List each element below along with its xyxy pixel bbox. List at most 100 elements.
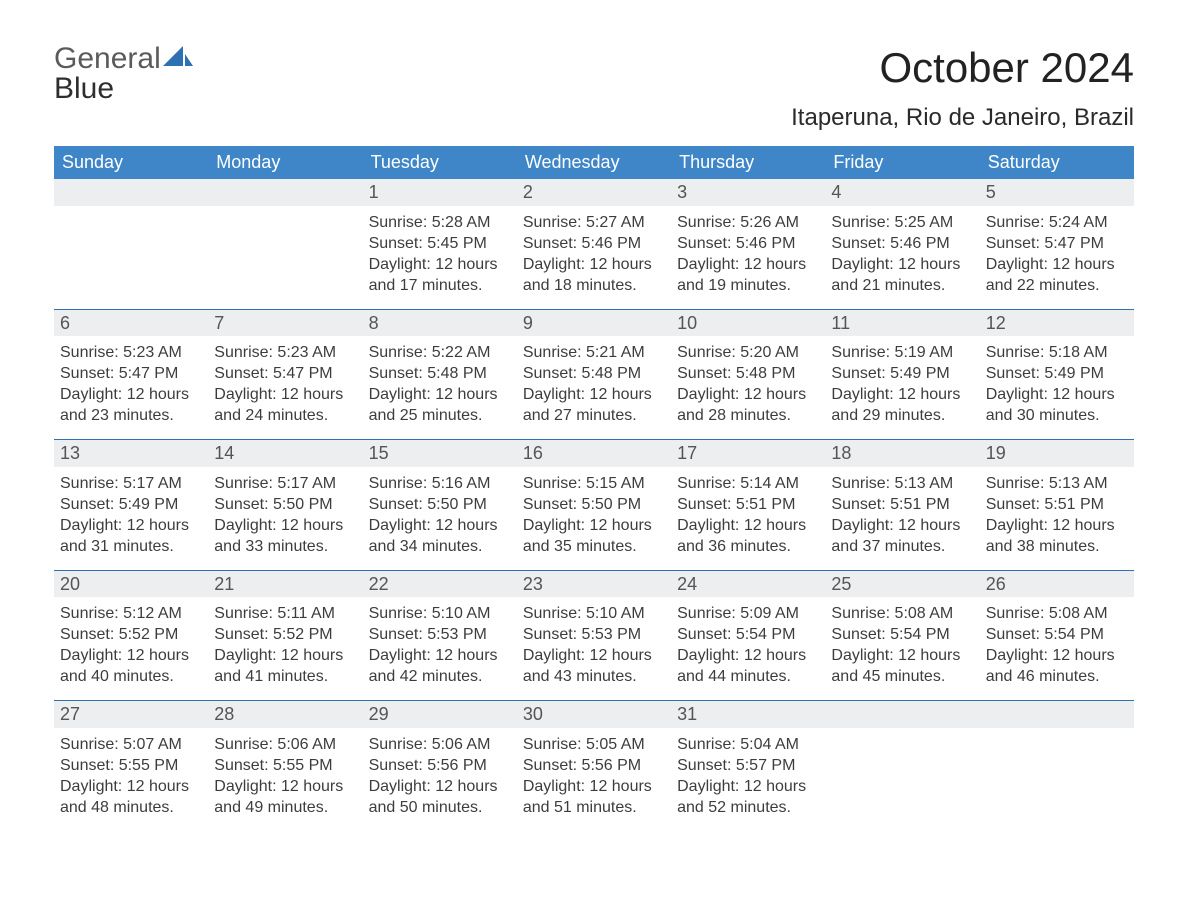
sunrise-text: Sunrise: 5:08 AM <box>986 603 1128 624</box>
calendar-page: General Blue October 2024 Itaperuna, Rio… <box>0 0 1188 918</box>
daylight-text: Daylight: 12 hours and 25 minutes. <box>369 384 511 426</box>
daylight-text: Daylight: 12 hours and 27 minutes. <box>523 384 665 426</box>
cell-body: Sunrise: 5:06 AMSunset: 5:56 PMDaylight:… <box>363 728 517 826</box>
cell-body: Sunrise: 5:10 AMSunset: 5:53 PMDaylight:… <box>363 597 517 695</box>
sunset-text: Sunset: 5:53 PM <box>523 624 665 645</box>
sunrise-text: Sunrise: 5:16 AM <box>369 473 511 494</box>
calendar-cell: 17Sunrise: 5:14 AMSunset: 5:51 PMDayligh… <box>671 440 825 570</box>
daylight-text: Daylight: 12 hours and 41 minutes. <box>214 645 356 687</box>
cell-body: Sunrise: 5:20 AMSunset: 5:48 PMDaylight:… <box>671 336 825 434</box>
sunrise-text: Sunrise: 5:23 AM <box>214 342 356 363</box>
weekday-header: Thursday <box>671 146 825 179</box>
sunset-text: Sunset: 5:56 PM <box>369 755 511 776</box>
calendar-week: 1Sunrise: 5:28 AMSunset: 5:45 PMDaylight… <box>54 179 1134 309</box>
daylight-text: Daylight: 12 hours and 40 minutes. <box>60 645 202 687</box>
calendar-body: 1Sunrise: 5:28 AMSunset: 5:45 PMDaylight… <box>54 179 1134 831</box>
sunset-text: Sunset: 5:57 PM <box>677 755 819 776</box>
sunset-text: Sunset: 5:52 PM <box>214 624 356 645</box>
sunrise-text: Sunrise: 5:04 AM <box>677 734 819 755</box>
calendar-cell: 8 Sunrise: 5:22 AMSunset: 5:48 PMDaylight… <box>363 310 517 440</box>
sunset-text: Sunset: 5:45 PM <box>369 233 511 254</box>
daylight-text: Daylight: 12 hours and 31 minutes. <box>60 515 202 557</box>
date-number: 25 <box>825 571 979 598</box>
calendar-cell: 1Sunrise: 5:28 AMSunset: 5:45 PMDaylight… <box>363 179 517 309</box>
cell-body: Sunrise: 5:17 AMSunset: 5:50 PMDaylight:… <box>208 467 362 565</box>
cell-body: Sunrise: 5:11 AMSunset: 5:52 PMDaylight:… <box>208 597 362 695</box>
location-subtitle: Itaperuna, Rio de Janeiro, Brazil <box>791 104 1134 132</box>
cell-body: Sunrise: 5:08 AMSunset: 5:54 PMDaylight:… <box>825 597 979 695</box>
calendar-week: 27Sunrise: 5:07 AMSunset: 5:55 PMDayligh… <box>54 701 1134 831</box>
cell-body: Sunrise: 5:26 AMSunset: 5:46 PMDaylight:… <box>671 206 825 304</box>
date-number: 13 <box>54 440 208 467</box>
calendar-week: 13Sunrise: 5:17 AMSunset: 5:49 PMDayligh… <box>54 440 1134 570</box>
daylight-text: Daylight: 12 hours and 45 minutes. <box>831 645 973 687</box>
daylight-text: Daylight: 12 hours and 34 minutes. <box>369 515 511 557</box>
sunrise-text: Sunrise: 5:22 AM <box>369 342 511 363</box>
sunrise-text: Sunrise: 5:06 AM <box>214 734 356 755</box>
daylight-text: Daylight: 12 hours and 22 minutes. <box>986 254 1128 296</box>
daylight-text: Daylight: 12 hours and 42 minutes. <box>369 645 511 687</box>
daylight-text: Daylight: 12 hours and 24 minutes. <box>214 384 356 426</box>
sunset-text: Sunset: 5:51 PM <box>831 494 973 515</box>
date-number: 5 <box>980 179 1134 206</box>
calendar-cell: 15Sunrise: 5:16 AMSunset: 5:50 PMDayligh… <box>363 440 517 570</box>
calendar-cell: 31Sunrise: 5:04 AMSunset: 5:57 PMDayligh… <box>671 701 825 831</box>
calendar-cell <box>980 701 1134 831</box>
date-number: 8 <box>363 310 517 337</box>
calendar-cell <box>825 701 979 831</box>
daylight-text: Daylight: 12 hours and 51 minutes. <box>523 776 665 818</box>
sunrise-text: Sunrise: 5:18 AM <box>986 342 1128 363</box>
weekday-header: Sunday <box>54 146 208 179</box>
sunset-text: Sunset: 5:54 PM <box>986 624 1128 645</box>
cell-body: Sunrise: 5:15 AMSunset: 5:50 PMDaylight:… <box>517 467 671 565</box>
sunrise-text: Sunrise: 5:10 AM <box>523 603 665 624</box>
daylight-text: Daylight: 12 hours and 52 minutes. <box>677 776 819 818</box>
sunset-text: Sunset: 5:55 PM <box>214 755 356 776</box>
sunset-text: Sunset: 5:49 PM <box>986 363 1128 384</box>
sunset-text: Sunset: 5:48 PM <box>369 363 511 384</box>
daylight-text: Daylight: 12 hours and 37 minutes. <box>831 515 973 557</box>
sunset-text: Sunset: 5:47 PM <box>214 363 356 384</box>
date-number: 6 <box>54 310 208 337</box>
calendar-cell: 10Sunrise: 5:20 AMSunset: 5:48 PMDayligh… <box>671 310 825 440</box>
sunrise-text: Sunrise: 5:13 AM <box>831 473 973 494</box>
date-number: 15 <box>363 440 517 467</box>
calendar-cell: 12Sunrise: 5:18 AMSunset: 5:49 PMDayligh… <box>980 310 1134 440</box>
sunset-text: Sunset: 5:52 PM <box>60 624 202 645</box>
weekday-header-row: SundayMondayTuesdayWednesdayThursdayFrid… <box>54 146 1134 179</box>
weekday-header: Tuesday <box>363 146 517 179</box>
calendar-cell: 7Sunrise: 5:23 AMSunset: 5:47 PMDaylight… <box>208 310 362 440</box>
date-number: 24 <box>671 571 825 598</box>
date-number: 22 <box>363 571 517 598</box>
calendar-cell: 22Sunrise: 5:10 AMSunset: 5:53 PMDayligh… <box>363 571 517 701</box>
daylight-text: Daylight: 12 hours and 35 minutes. <box>523 515 665 557</box>
date-number: 18 <box>825 440 979 467</box>
sunset-text: Sunset: 5:50 PM <box>214 494 356 515</box>
sunrise-text: Sunrise: 5:19 AM <box>831 342 973 363</box>
cell-body: Sunrise: 5:05 AMSunset: 5:56 PMDaylight:… <box>517 728 671 826</box>
daylight-text: Daylight: 12 hours and 21 minutes. <box>831 254 973 296</box>
sunset-text: Sunset: 5:48 PM <box>523 363 665 384</box>
calendar-cell: 25Sunrise: 5:08 AMSunset: 5:54 PMDayligh… <box>825 571 979 701</box>
sunset-text: Sunset: 5:46 PM <box>831 233 973 254</box>
sunset-text: Sunset: 5:56 PM <box>523 755 665 776</box>
date-number <box>980 701 1134 728</box>
sunset-text: Sunset: 5:46 PM <box>523 233 665 254</box>
daylight-text: Daylight: 12 hours and 49 minutes. <box>214 776 356 818</box>
daylight-text: Daylight: 12 hours and 36 minutes. <box>677 515 819 557</box>
calendar-cell: 16Sunrise: 5:15 AMSunset: 5:50 PMDayligh… <box>517 440 671 570</box>
date-number: 28 <box>208 701 362 728</box>
date-number: 17 <box>671 440 825 467</box>
sunset-text: Sunset: 5:48 PM <box>677 363 819 384</box>
date-number: 19 <box>980 440 1134 467</box>
sunset-text: Sunset: 5:49 PM <box>831 363 973 384</box>
calendar-cell: 19Sunrise: 5:13 AMSunset: 5:51 PMDayligh… <box>980 440 1134 570</box>
date-number: 3 <box>671 179 825 206</box>
sunrise-text: Sunrise: 5:12 AM <box>60 603 202 624</box>
calendar-cell: 20Sunrise: 5:12 AMSunset: 5:52 PMDayligh… <box>54 571 208 701</box>
sunrise-text: Sunrise: 5:15 AM <box>523 473 665 494</box>
cell-body: Sunrise: 5:06 AMSunset: 5:55 PMDaylight:… <box>208 728 362 826</box>
sunset-text: Sunset: 5:54 PM <box>831 624 973 645</box>
sunset-text: Sunset: 5:50 PM <box>523 494 665 515</box>
calendar-cell: 11Sunrise: 5:19 AMSunset: 5:49 PMDayligh… <box>825 310 979 440</box>
